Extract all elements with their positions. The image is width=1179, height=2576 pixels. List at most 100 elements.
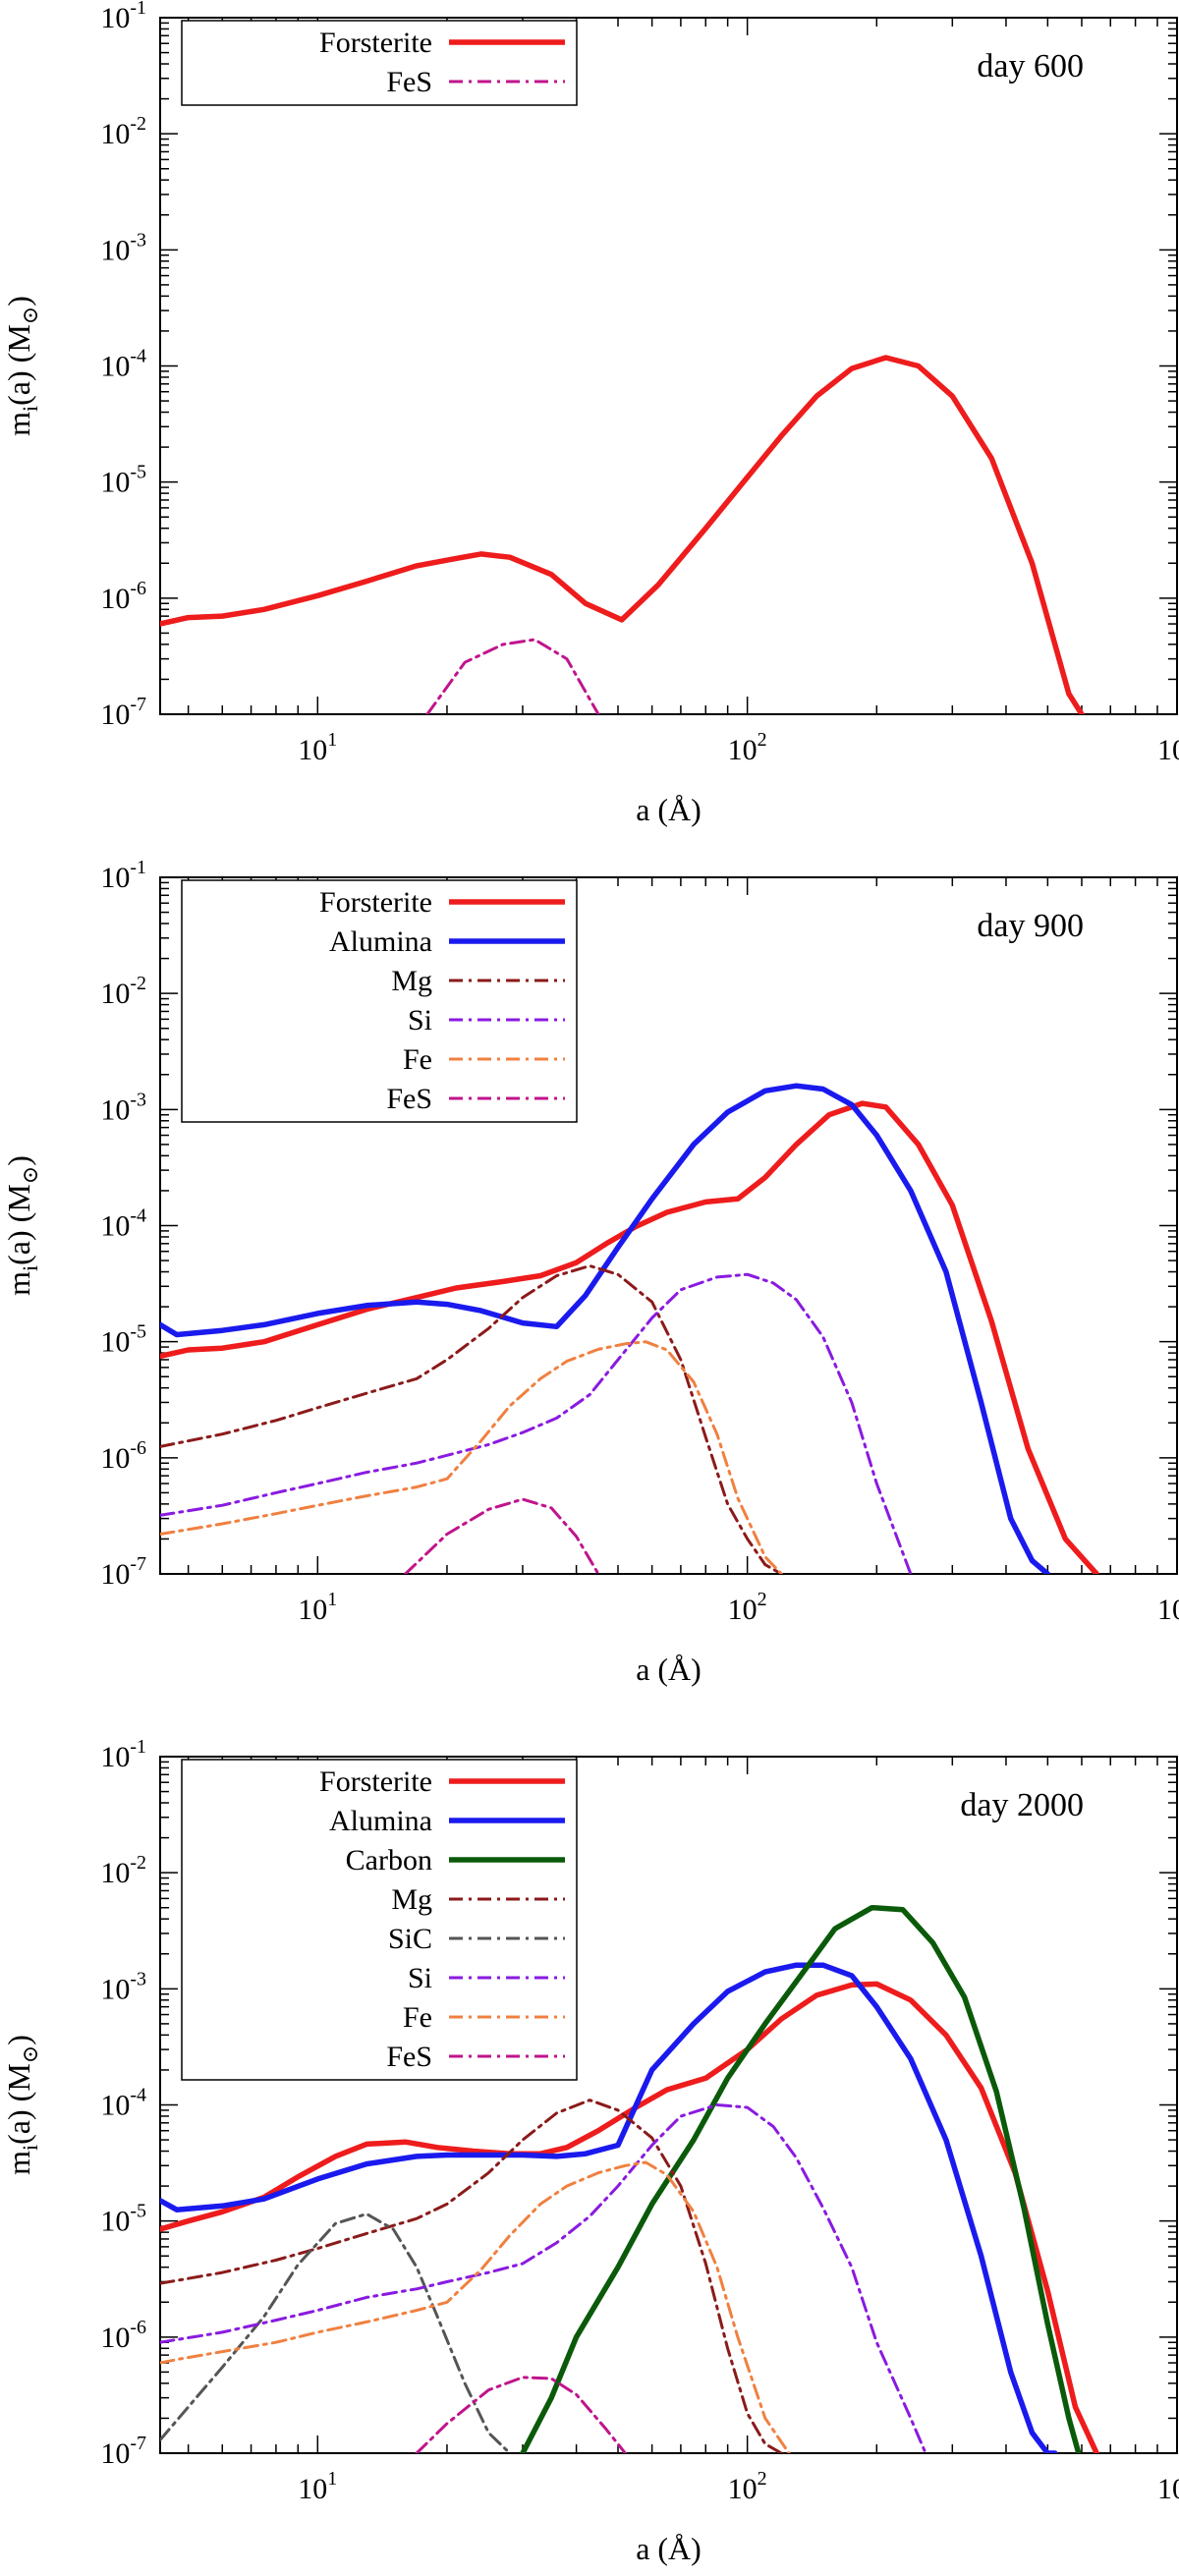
y-tick-exponent: -6 xyxy=(130,1437,146,1459)
y-tick-base: 10 xyxy=(100,862,130,894)
y-tick-label: 10-3 xyxy=(100,1968,146,2005)
y-tick-base: 10 xyxy=(100,699,130,731)
series-line-alumina xyxy=(160,1962,1058,2453)
y-tick-label: 10-5 xyxy=(100,1321,146,1359)
y-tick-base: 10 xyxy=(100,1442,130,1475)
y-tick-base: 10 xyxy=(100,1093,130,1126)
y-tick-label: 10-6 xyxy=(100,2317,146,2354)
y-tick-exponent: -7 xyxy=(130,1553,146,1575)
y-tick-label: 10-6 xyxy=(100,578,146,615)
series-line-fes xyxy=(404,1497,600,1574)
y-tick-exponent: -2 xyxy=(130,113,146,135)
legend-box xyxy=(181,879,578,1123)
y-tick-label: 10-1 xyxy=(100,857,146,894)
y-label-subscript: ⊙ xyxy=(18,2045,42,2063)
y-tick-label: 10-7 xyxy=(100,1553,146,1591)
legend-label: Forsterite xyxy=(319,27,432,59)
legend-label: Fe xyxy=(403,1043,432,1076)
series-line-si xyxy=(160,1272,913,1574)
legend-label: Alumina xyxy=(329,925,432,958)
x-tick-label: 102 xyxy=(728,729,767,766)
y-tick-exponent: -7 xyxy=(130,2433,146,2454)
y-tick-label: 10-1 xyxy=(100,0,146,34)
y-tick-base: 10 xyxy=(100,1857,130,1889)
y-label-part: (a) (M xyxy=(1,2063,36,2145)
chart-title: day 900 xyxy=(977,908,1084,944)
chart-title: day 2000 xyxy=(960,1787,1084,1823)
legend-label: Fe xyxy=(403,2001,432,2034)
x-tick-base: 10 xyxy=(1157,1594,1179,1626)
series-line-fe xyxy=(160,1340,783,1574)
x-tick-base: 10 xyxy=(298,1594,327,1626)
legend-label: FeS xyxy=(386,1083,432,1115)
x-tick-exponent: 1 xyxy=(327,2468,337,2490)
legend: Forsterite Alumina Carbon Mg SiC Si Fe FeS xyxy=(181,1759,578,2081)
x-tick-label: 103 xyxy=(1157,729,1179,766)
legend-label: Carbon xyxy=(346,1844,432,1876)
legend-label: FeS xyxy=(386,2041,432,2073)
y-tick-exponent: -4 xyxy=(130,346,146,367)
y-label-part: m xyxy=(1,1271,36,1296)
y-tick-base: 10 xyxy=(100,978,130,1010)
y-tick-base: 10 xyxy=(100,2206,130,2238)
x-tick-exponent: 2 xyxy=(758,1589,767,1610)
x-tick-base: 10 xyxy=(298,734,327,766)
x-tick-base: 10 xyxy=(1157,734,1179,766)
y-label-subscript: i xyxy=(18,1265,42,1271)
y-tick-label: 10-2 xyxy=(100,1852,146,1889)
y-tick-exponent: -5 xyxy=(130,462,146,483)
y-tick-exponent: -1 xyxy=(130,857,146,878)
x-tick-exponent: 1 xyxy=(327,1589,337,1610)
x-tick-label: 101 xyxy=(298,729,337,766)
y-tick-label: 10-7 xyxy=(100,694,146,731)
legend-label: Si xyxy=(408,1962,432,1994)
y-label-subscript: ⊙ xyxy=(18,1166,42,1184)
y-tick-base: 10 xyxy=(100,2437,130,2470)
y-tick-label: 10-2 xyxy=(100,113,146,150)
y-tick-base: 10 xyxy=(100,1558,130,1591)
chart-panel-2: 10-710-610-510-410-310-210-1101102103a (… xyxy=(1,857,1179,1687)
y-label-part: ) xyxy=(1,1155,36,1166)
y-tick-label: 10-5 xyxy=(100,2201,146,2238)
series-line-forsterite xyxy=(160,1100,1099,1574)
x-axis-label: a (Å) xyxy=(636,792,702,827)
legend-label: Mg xyxy=(391,965,432,997)
x-tick-base: 10 xyxy=(728,1594,758,1626)
y-tick-exponent: -3 xyxy=(130,1968,146,1989)
y-tick-label: 10-1 xyxy=(100,1736,146,1773)
y-tick-base: 10 xyxy=(100,1741,130,1773)
legend-label: Si xyxy=(408,1004,432,1036)
series-line-mg xyxy=(160,2099,783,2453)
x-tick-label: 102 xyxy=(728,2468,767,2505)
chart-panel-3: 10-710-610-510-410-310-210-1101102103a (… xyxy=(1,1736,1179,2566)
y-label-subscript: ⊙ xyxy=(18,307,42,324)
chart-panel-1: 10-710-610-510-410-310-210-1101102103a (… xyxy=(1,0,1179,827)
x-axis-label: a (Å) xyxy=(636,2531,702,2566)
y-label-part: ) xyxy=(1,2035,36,2045)
chart-title: day 600 xyxy=(977,48,1084,84)
legend-box xyxy=(181,1759,578,2081)
y-tick-exponent: -1 xyxy=(130,0,146,19)
x-axis-label: a (Å) xyxy=(636,1652,702,1687)
x-tick-exponent: 2 xyxy=(758,729,767,751)
y-tick-exponent: -5 xyxy=(130,1321,146,1343)
series-line-fes xyxy=(425,638,600,714)
legend-label: SiC xyxy=(388,1923,432,1955)
y-tick-exponent: -2 xyxy=(130,1852,146,1874)
x-tick-exponent: 2 xyxy=(758,2468,767,2490)
y-tick-exponent: -1 xyxy=(130,1736,146,1758)
x-tick-base: 10 xyxy=(1157,2473,1179,2505)
y-axis-label: mi(a) (M⊙) xyxy=(1,296,42,436)
y-label-part: (a) (M xyxy=(1,1184,36,1265)
y-tick-label: 10-4 xyxy=(100,346,146,383)
y-tick-base: 10 xyxy=(100,1973,130,2005)
x-tick-base: 10 xyxy=(728,734,758,766)
y-tick-base: 10 xyxy=(100,1210,130,1243)
y-tick-base: 10 xyxy=(100,2322,130,2354)
y-tick-base: 10 xyxy=(100,351,130,383)
legend: Forsterite Alumina Mg Si Fe FeS xyxy=(181,879,578,1123)
y-tick-exponent: -6 xyxy=(130,2317,146,2338)
x-tick-label: 102 xyxy=(728,1589,767,1626)
series-line-fe xyxy=(160,2160,791,2453)
